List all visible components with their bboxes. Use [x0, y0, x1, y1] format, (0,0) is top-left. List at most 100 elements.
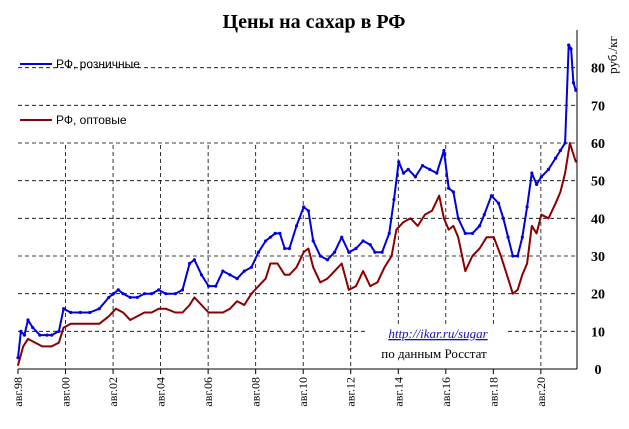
data-point-retail [397, 160, 401, 164]
data-point-wholesale [22, 345, 25, 348]
y-tick-label: 70 [591, 99, 605, 114]
data-point-retail [235, 277, 239, 281]
x-tick-label: авг.12 [344, 377, 358, 407]
data-point-wholesale [478, 247, 481, 250]
data-point-retail [294, 224, 299, 228]
data-point-wholesale [471, 255, 474, 257]
data-point-wholesale [174, 311, 177, 314]
data-point-retail [121, 292, 125, 296]
data-point-retail [256, 250, 261, 254]
data-point-retail [442, 148, 446, 153]
axes [17, 30, 578, 374]
data-point-retail [19, 329, 23, 333]
data-point-retail [463, 231, 467, 235]
y-tick-label: 0 [595, 363, 602, 378]
data-point-wholesale [564, 172, 566, 174]
data-point-retail [569, 47, 573, 51]
data-point-wholesale [485, 236, 488, 238]
data-point-retail [373, 250, 377, 254]
data-point-retail [318, 254, 322, 258]
data-point-wholesale [431, 210, 433, 212]
data-point-retail [50, 333, 54, 337]
data-point-retail [268, 235, 273, 239]
data-point-wholesale [516, 289, 519, 291]
data-point-wholesale [512, 292, 514, 295]
data-point-retail [477, 224, 482, 228]
data-point-retail [567, 43, 571, 47]
data-point-retail [78, 310, 82, 315]
data-point-wholesale [41, 345, 44, 348]
data-point-wholesale [129, 319, 131, 321]
annotation-box [368, 324, 506, 366]
data-point-wholesale [438, 194, 440, 197]
data-point-retail [482, 212, 486, 217]
data-point-retail [107, 295, 111, 300]
data-point-retail [180, 288, 185, 292]
data-point-retail [456, 216, 460, 220]
data-point-retail [401, 171, 406, 175]
series-line-retail [17, 44, 577, 358]
data-point-wholesale [79, 323, 82, 325]
x-tick-label: авг.08 [249, 377, 263, 407]
data-point-retail [187, 261, 192, 266]
data-point-wholesale [390, 255, 393, 257]
data-point-wholesale [295, 266, 298, 269]
data-point-wholesale [264, 277, 267, 280]
data-point-wholesale [229, 307, 231, 310]
data-point-wholesale [107, 315, 110, 318]
data-point-wholesale [452, 225, 455, 227]
data-point-wholesale [402, 221, 405, 223]
data-point-wholesale [526, 262, 528, 265]
x-tick-label: авг.98 [11, 377, 25, 407]
data-point-wholesale [207, 311, 210, 314]
data-point-wholesale [157, 307, 160, 310]
series-lines [16, 43, 578, 367]
data-point-wholesale [165, 307, 167, 310]
data-point-retail [31, 325, 35, 330]
data-point-retail [489, 194, 494, 198]
data-point-wholesale [69, 323, 72, 325]
data-point-retail [530, 171, 534, 175]
source-link[interactable]: http://ikar.ru/sugar [388, 326, 488, 341]
data-point-wholesale [355, 285, 357, 287]
data-point-retail [554, 156, 558, 160]
data-point-wholesale [50, 345, 53, 348]
data-point-retail [173, 292, 177, 296]
data-point-wholesale [143, 311, 146, 314]
data-point-retail [22, 333, 27, 337]
data-point-wholesale [575, 161, 577, 163]
data-point-wholesale [569, 142, 571, 144]
data-point-retail [546, 167, 551, 171]
data-point-wholesale [98, 323, 101, 325]
data-point-retail [228, 273, 232, 277]
data-point-retail [142, 292, 147, 296]
data-point-wholesale [302, 251, 305, 254]
data-point-retail [164, 292, 168, 296]
data-point-retail [392, 197, 396, 202]
data-point-retail [302, 205, 306, 209]
data-point-wholesale [312, 266, 314, 269]
x-tick-label: авг.14 [391, 377, 405, 407]
data-point-retail [26, 318, 30, 322]
data-point-retail [451, 190, 456, 194]
data-point-wholesale [395, 228, 398, 231]
data-point-wholesale [507, 277, 509, 280]
data-point-wholesale [181, 311, 184, 314]
data-point-retail [520, 235, 524, 239]
data-point-retail [501, 216, 505, 220]
data-point-wholesale [257, 285, 260, 287]
data-point-wholesale [222, 311, 224, 314]
x-tick-label: авг.16 [439, 377, 453, 407]
grid [18, 67, 577, 369]
data-point-retail [97, 307, 101, 311]
data-point-retail [534, 182, 539, 187]
data-point-retail [221, 269, 225, 273]
data-point-wholesale [122, 311, 124, 314]
data-point-wholesale [457, 236, 459, 238]
chart-title: Цены на сахар в РФ [223, 11, 406, 33]
data-point-retail [470, 231, 475, 235]
data-point-retail [428, 167, 432, 171]
tick-labels: 0 10 20 30 40 50 60 70 80 авг.98 авг.00 авг.02 авг.0… [11, 62, 605, 407]
